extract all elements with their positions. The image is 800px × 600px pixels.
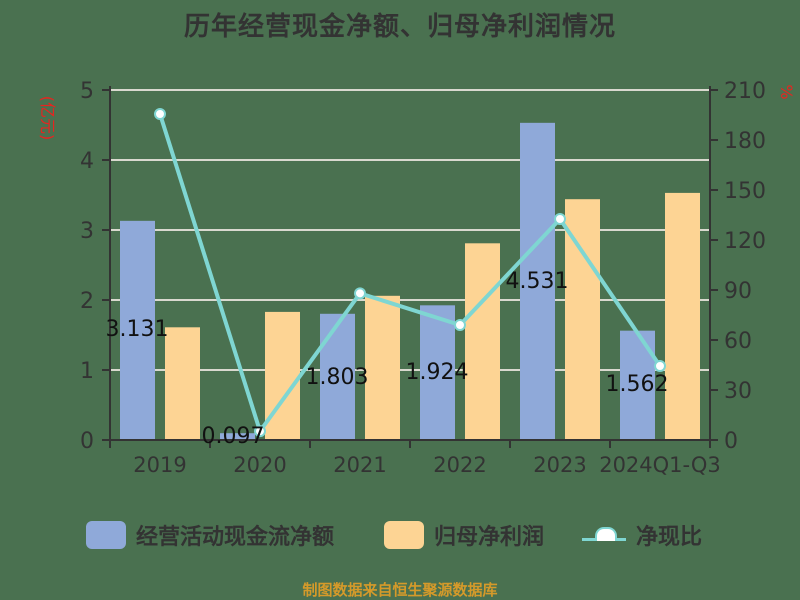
- right-tick-label: 60: [724, 329, 752, 354]
- ratio-point: [554, 213, 566, 225]
- right-tick-label: 30: [724, 379, 752, 404]
- profit-bar: [265, 311, 300, 440]
- cashflow-bar: [220, 433, 255, 440]
- profit-bar: [365, 295, 400, 440]
- cashflow-data-label: 4.531: [506, 269, 569, 294]
- right-tick-label: 180: [724, 129, 766, 154]
- right-tick-label: 90: [724, 279, 752, 304]
- ratio-point: [154, 108, 166, 120]
- legend: 经营活动现金流净额 归母净利润 净现比: [0, 519, 800, 553]
- ratio-point: [254, 425, 266, 438]
- cashflow-bar: [120, 220, 155, 440]
- left-tick-label: 4: [80, 149, 94, 174]
- source-footer: 制图数据来自恒生聚源数据库: [302, 581, 498, 599]
- x-tick-label: 2023: [533, 453, 586, 477]
- x-tick-label: 2019: [133, 453, 186, 477]
- left-tick-label: 5: [80, 79, 94, 104]
- chart-title: 历年经营现金净额、归母净利润情况: [183, 12, 616, 42]
- legend-item-ratio[interactable]: 净现比: [582, 519, 702, 551]
- right-tick-label: 150: [724, 179, 766, 204]
- cashflow-data-label: 0.097: [202, 424, 265, 449]
- cashflow-data-label: 1.924: [406, 360, 469, 385]
- left-tick-label: 0: [80, 429, 94, 454]
- line-marker-icon: [582, 521, 626, 549]
- x-tick-label: 2024Q1-Q3: [599, 453, 721, 477]
- cashflow-bar: [420, 305, 455, 440]
- legend-label-profit: 归母净利润: [434, 525, 545, 550]
- x-tick-label: 2021: [333, 453, 386, 477]
- left-tick-label: 2: [80, 289, 94, 314]
- profit-bar: [565, 199, 600, 440]
- cashflow-swatch-icon: [86, 521, 126, 549]
- ratio-point: [354, 287, 366, 300]
- ratio-point: [454, 319, 466, 331]
- left-tick-label: 1: [80, 359, 94, 384]
- ratio-point: [654, 360, 666, 372]
- right-axis-unit: %: [777, 84, 796, 99]
- legend-label-ratio: 净现比: [636, 525, 703, 550]
- right-tick-label: 120: [724, 229, 766, 254]
- legend-item-cashflow[interactable]: 经营活动现金流净额: [86, 519, 334, 551]
- ratio-line: [158, 113, 662, 436]
- cashflow-data-label: 3.131: [106, 317, 169, 342]
- profit-bar: [165, 327, 200, 440]
- cashflow-data-label: 1.803: [306, 365, 369, 390]
- left-axis-unit: (亿元): [38, 96, 57, 141]
- x-tick-label: 2020: [233, 453, 286, 477]
- right-tick-label: 210: [724, 79, 766, 104]
- right-tick-label: 0: [724, 429, 738, 454]
- cashflow-data-label: 1.562: [606, 372, 669, 397]
- legend-item-profit[interactable]: 归母净利润: [384, 519, 544, 551]
- legend-label-cashflow: 经营活动现金流净额: [136, 525, 335, 550]
- cashflow-bar: [320, 313, 355, 440]
- profit-bar: [665, 192, 700, 440]
- left-tick-label: 3: [80, 219, 94, 244]
- profit-bar: [465, 243, 500, 440]
- x-tick-label: 2022: [433, 453, 486, 477]
- profit-swatch-icon: [384, 521, 424, 549]
- cashflow-bar: [520, 122, 555, 440]
